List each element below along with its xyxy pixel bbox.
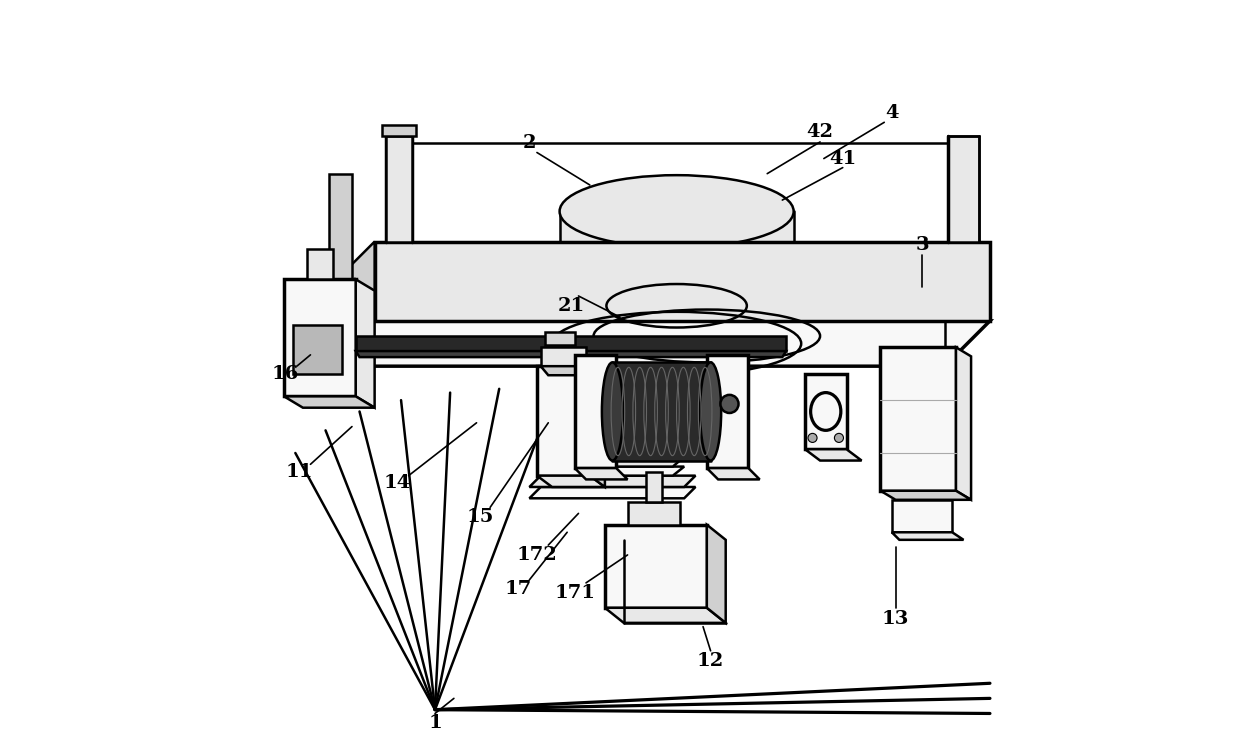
Polygon shape: [613, 362, 711, 461]
Polygon shape: [330, 321, 990, 366]
Text: 12: 12: [697, 652, 724, 670]
Polygon shape: [605, 608, 725, 623]
Polygon shape: [541, 366, 598, 375]
Polygon shape: [892, 500, 952, 532]
Text: 2: 2: [522, 134, 536, 153]
Polygon shape: [707, 468, 760, 479]
Polygon shape: [590, 366, 605, 487]
Polygon shape: [284, 396, 374, 408]
Polygon shape: [544, 467, 684, 476]
Circle shape: [835, 433, 843, 442]
Polygon shape: [284, 279, 356, 396]
Text: 171: 171: [554, 584, 595, 602]
Polygon shape: [892, 532, 963, 540]
Polygon shape: [386, 136, 413, 242]
Polygon shape: [956, 347, 971, 500]
Polygon shape: [574, 355, 616, 468]
Polygon shape: [537, 366, 590, 476]
Text: 4: 4: [885, 104, 899, 122]
Polygon shape: [356, 336, 786, 351]
Text: 3: 3: [915, 236, 929, 254]
Polygon shape: [559, 211, 794, 306]
Text: 16: 16: [272, 365, 299, 383]
Polygon shape: [544, 332, 574, 345]
Circle shape: [808, 433, 817, 442]
Text: 11: 11: [285, 463, 312, 481]
Polygon shape: [627, 502, 681, 525]
Circle shape: [720, 395, 739, 413]
Text: 14: 14: [383, 474, 410, 492]
Text: 13: 13: [882, 610, 909, 628]
Polygon shape: [646, 472, 661, 502]
Ellipse shape: [601, 362, 622, 461]
Text: 42: 42: [806, 123, 833, 141]
Polygon shape: [356, 351, 786, 357]
Polygon shape: [306, 249, 334, 279]
Polygon shape: [541, 347, 587, 366]
Polygon shape: [949, 136, 978, 242]
Text: 21: 21: [557, 297, 584, 315]
Polygon shape: [293, 325, 342, 374]
Polygon shape: [880, 347, 956, 491]
Polygon shape: [707, 355, 749, 468]
Polygon shape: [330, 174, 352, 287]
Polygon shape: [805, 374, 847, 449]
Polygon shape: [537, 476, 605, 487]
Polygon shape: [707, 525, 725, 623]
Polygon shape: [529, 476, 696, 487]
Polygon shape: [374, 242, 990, 321]
Text: 1: 1: [428, 714, 441, 732]
Ellipse shape: [701, 362, 722, 461]
Polygon shape: [880, 491, 971, 500]
Polygon shape: [605, 525, 707, 608]
Polygon shape: [529, 487, 696, 498]
Text: 172: 172: [517, 546, 557, 564]
Polygon shape: [356, 279, 374, 408]
Polygon shape: [330, 242, 374, 366]
Text: 17: 17: [505, 580, 532, 598]
Text: 15: 15: [466, 508, 494, 526]
Polygon shape: [574, 468, 627, 479]
Text: 41: 41: [830, 149, 857, 168]
Ellipse shape: [559, 175, 794, 248]
Polygon shape: [544, 457, 684, 467]
Ellipse shape: [559, 270, 794, 342]
Polygon shape: [805, 449, 862, 461]
Polygon shape: [382, 125, 417, 136]
